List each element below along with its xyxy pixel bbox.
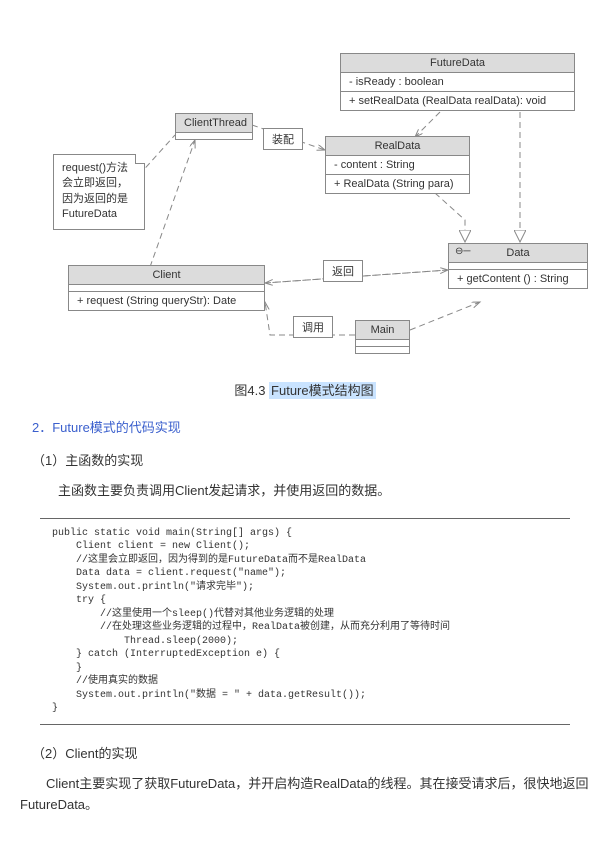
uml-diagram: FutureData - isReady : boolean + setReal… [20, 20, 590, 370]
class-realdata: RealData - content : String + RealData (… [325, 136, 470, 194]
caption-prefix: 图4.3 [234, 383, 269, 398]
empty-section [176, 133, 252, 139]
note-line: FutureData [62, 208, 117, 220]
figure-caption: 图4.3 Future模式结构图 [20, 380, 590, 399]
class-clientthread: ClientThread [175, 113, 253, 140]
empty-section [356, 340, 409, 347]
note-line: request()方法 [62, 162, 128, 174]
label-call: 调用 [293, 316, 333, 338]
empty-section [449, 263, 587, 270]
class-data: ⊖─ Data + getContent () : String [448, 243, 588, 289]
class-title: Main [356, 321, 409, 340]
interface-marker: ⊖─ [455, 246, 470, 257]
class-title: FutureData [341, 54, 574, 73]
note-line: 因为返回的是 [62, 193, 128, 205]
label-return: 返回 [323, 260, 363, 282]
note-box: request()方法 会立即返回， 因为返回的是 FutureData [53, 154, 145, 230]
class-ops: + request (String queryStr): Date [69, 292, 264, 310]
section-heading: 2．Future模式的代码实现 [32, 417, 590, 436]
class-title: Client [69, 266, 264, 285]
class-ops: + RealData (String para) [326, 175, 469, 193]
class-title: ⊖─ Data [449, 244, 587, 263]
empty-section [356, 347, 409, 353]
empty-section [69, 285, 264, 292]
class-ops: + getContent () : String [449, 270, 587, 288]
paragraph-2: Client主要实现了获取FutureData，并开启构造RealData的线程… [20, 774, 590, 816]
class-ops: + setRealData (RealData realData): void [341, 92, 574, 110]
class-client: Client + request (String queryStr): Date [68, 265, 265, 311]
class-title: RealData [326, 137, 469, 156]
class-main: Main [355, 320, 410, 354]
class-futuredata: FutureData - isReady : boolean + setReal… [340, 53, 575, 111]
sub-heading-2: （2）Client的实现 [32, 743, 590, 762]
paragraph-1: 主函数主要负责调用Client发起请求，并使用返回的数据。 [32, 481, 590, 502]
sub-heading-1: （1）主函数的实现 [32, 450, 590, 469]
class-title: ClientThread [176, 114, 252, 133]
class-attrs: - isReady : boolean [341, 73, 574, 92]
note-line: 会立即返回， [62, 177, 128, 189]
class-attrs: - content : String [326, 156, 469, 175]
code-block: public static void main(String[] args) {… [40, 518, 570, 725]
label-assemble: 装配 [263, 128, 303, 150]
caption-highlight: Future模式结构图 [269, 382, 376, 399]
